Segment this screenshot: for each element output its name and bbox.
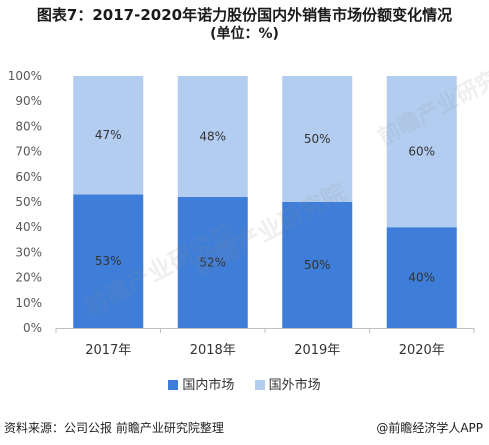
legend-label-foreign: 国外市场 [268,378,321,393]
y-tick-label: 90% [15,94,42,108]
bar-foreign [177,76,248,197]
chart-title-line1: 图表7：2017-2020年诺力股份国内外销售市场份额变化情况 [36,6,453,24]
data-label: 53% [95,254,122,268]
y-tick-label: 0% [23,321,42,335]
bar-domestic [73,194,144,328]
x-tick-label: 2020年 [399,343,445,358]
data-label: 52% [199,255,226,269]
y-tick-label: 40% [15,220,42,234]
stacked-bar-chart: 0% 10% 20% 30% 40% 50% 60% 70% 80% 90% 100% 53% 47% 2… [8,69,475,358]
y-tick-label: 80% [15,119,42,133]
data-label: 50% [304,132,331,146]
x-tick-label: 2019年 [294,343,340,358]
data-label: 48% [199,129,226,143]
legend-label-domestic: 国内市场 [182,378,235,393]
source-note: 资料来源：公司公报 前瞻产业研究院整理 [4,421,224,435]
bar-foreign [73,76,144,195]
legend-item-foreign: 国外市场 [254,374,321,393]
bar-foreign [282,76,353,202]
chart-title-unit: (单位：%) [210,26,279,42]
chart-title: 图表7：2017-2020年诺力股份国内外销售市场份额变化情况 (单位：%) [0,6,489,44]
brand-credit: @前瞻经济学人APP [376,421,483,435]
y-tick-label: 20% [15,271,42,285]
bar-foreign [386,76,457,228]
legend-swatch-domestic [168,380,179,390]
y-tick-label: 30% [15,245,42,259]
data-label: 47% [95,128,122,142]
y-tick-label: 50% [15,195,42,209]
y-tick-label: 100% [8,69,42,83]
data-label: 60% [408,145,435,159]
legend-swatch-foreign [254,380,265,390]
x-tick-label: 2018年 [190,343,236,358]
bar-domestic [177,196,248,328]
bar-domestic [386,227,457,328]
y-tick-label: 60% [15,170,42,184]
legend-item-domestic: 国内市场 [168,374,234,393]
data-label: 40% [408,271,435,285]
data-label: 50% [304,258,331,272]
y-tick-label: 10% [15,296,42,310]
legend: 国内市场 国外市场 [0,374,489,393]
y-tick-label: 70% [15,145,42,159]
bar-domestic [282,202,353,328]
x-tick-label: 2017年 [85,343,131,358]
